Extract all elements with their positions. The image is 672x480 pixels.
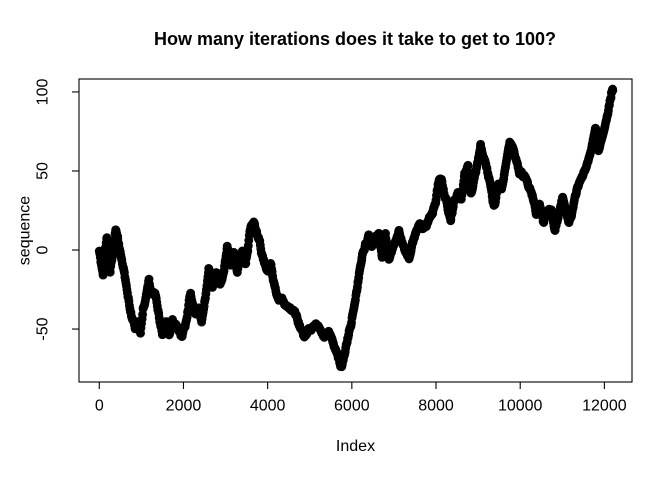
data-point-circle bbox=[471, 167, 481, 177]
data-point-circle bbox=[126, 308, 136, 317]
data-point-circle bbox=[122, 288, 132, 298]
data-point-circle bbox=[568, 202, 578, 212]
data-point-circle bbox=[243, 246, 253, 256]
data-point-circle bbox=[546, 205, 556, 215]
data-point-circle bbox=[136, 323, 146, 333]
data-point-circle bbox=[137, 319, 146, 328]
data-point-circle bbox=[145, 279, 154, 289]
data-point-circle bbox=[502, 156, 511, 166]
data-point-circle bbox=[351, 290, 361, 300]
data-point-circle bbox=[154, 313, 164, 323]
data-point-circle bbox=[406, 246, 416, 256]
plot-border bbox=[78, 78, 633, 383]
data-point-circle bbox=[571, 188, 581, 198]
data-point-circle bbox=[219, 266, 229, 276]
data-point-circle bbox=[431, 195, 441, 205]
x-tick-label: 12000 bbox=[582, 398, 627, 415]
x-tick-label: 0 bbox=[95, 398, 104, 415]
data-point-circle bbox=[106, 261, 116, 271]
data-point-circle bbox=[482, 163, 492, 173]
data-point-circle bbox=[338, 355, 348, 365]
data-point-circle bbox=[501, 162, 510, 172]
data-point-circle bbox=[120, 275, 130, 285]
x-axis: 0 2000 4000 6000 8000 10000 12000 bbox=[95, 382, 627, 415]
y-axis: -50 0 50 100 bbox=[35, 79, 79, 341]
data-point-circle bbox=[481, 159, 491, 169]
data-point-circle bbox=[186, 288, 196, 298]
x-tick-label: 6000 bbox=[334, 398, 370, 415]
data-point-circle bbox=[501, 159, 511, 169]
data-point-circle bbox=[446, 214, 456, 224]
data-point-circle bbox=[352, 282, 362, 292]
data-point-circle bbox=[608, 85, 618, 95]
x-tick-label: 2000 bbox=[166, 398, 202, 415]
data-point-circle bbox=[105, 267, 115, 277]
data-point-circle bbox=[550, 225, 560, 235]
data-point-circle bbox=[144, 274, 154, 284]
y-tick-label: 50 bbox=[35, 162, 52, 180]
data-point-circle bbox=[354, 268, 364, 278]
x-tick-label: 4000 bbox=[250, 398, 286, 415]
data-point-circle bbox=[439, 189, 449, 198]
data-point-circle bbox=[491, 197, 500, 207]
data-point-circle bbox=[201, 289, 211, 299]
series-sequence bbox=[94, 84, 618, 372]
data-point-circle bbox=[464, 172, 474, 182]
x-tick-label: 8000 bbox=[418, 398, 454, 415]
data-point-circle bbox=[447, 208, 457, 218]
y-axis-title: sequence bbox=[17, 196, 34, 265]
y-tick-label: 100 bbox=[35, 79, 52, 106]
data-point-circle bbox=[113, 234, 123, 244]
data-point-circle bbox=[198, 308, 208, 318]
data-point-circle bbox=[603, 106, 613, 116]
data-point-circle bbox=[341, 343, 351, 353]
data-point-circle bbox=[200, 293, 210, 303]
data-point-circle bbox=[492, 188, 501, 198]
data-point-circle bbox=[472, 161, 482, 171]
data-point-circle bbox=[567, 207, 577, 217]
data-point-circle bbox=[242, 251, 252, 261]
data-point-circle bbox=[136, 328, 145, 338]
data-point-circle bbox=[469, 173, 479, 183]
x-axis-title: Index bbox=[336, 438, 375, 455]
y-tick-label: 0 bbox=[35, 245, 52, 254]
data-point-circle bbox=[197, 317, 207, 327]
y-tick-label: -50 bbox=[35, 317, 52, 340]
data-point-circle bbox=[154, 308, 164, 318]
data-point-circle bbox=[476, 139, 486, 149]
data-point-circle bbox=[244, 236, 254, 245]
data-point-circle bbox=[381, 229, 390, 238]
x-tick-label: 10000 bbox=[498, 398, 543, 415]
data-point-circle bbox=[197, 314, 207, 324]
data-point-circle bbox=[456, 194, 466, 204]
data-point-circle bbox=[243, 241, 253, 251]
data-point-circle bbox=[137, 314, 147, 324]
data-point-circle bbox=[115, 247, 125, 257]
chart-title: How many iterations does it take to get … bbox=[154, 29, 556, 49]
data-point-circle bbox=[463, 160, 473, 170]
